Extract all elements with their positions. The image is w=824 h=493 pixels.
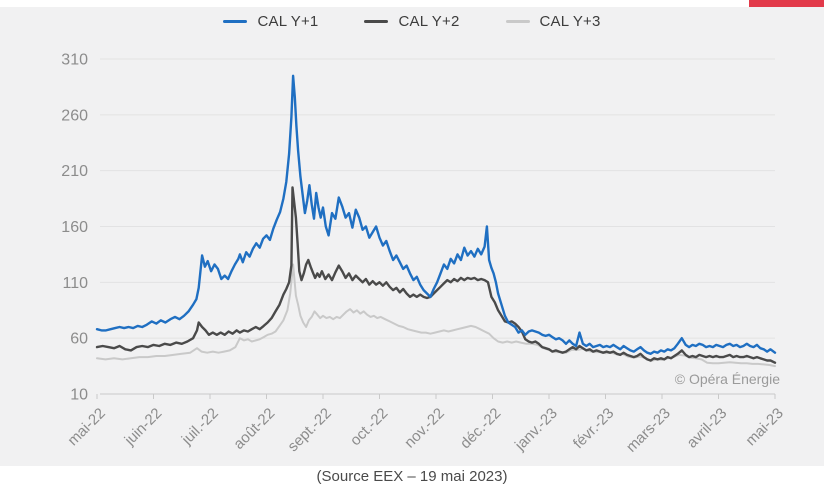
- y-axis-label-210: 210: [61, 163, 88, 180]
- y-axis-label-110: 110: [62, 275, 88, 292]
- legend-label-cal-y3: CAL Y+3: [539, 13, 601, 30]
- x-axis-label-août-22: août-22: [230, 405, 278, 453]
- cal-y1-line-swatch: [223, 20, 248, 23]
- legend-label-cal-y2: CAL Y+2: [398, 13, 460, 30]
- x-axis-label-mai-22: mai-22: [64, 405, 108, 449]
- legend-item-cal-y1[interactable]: CAL Y+1: [223, 13, 318, 30]
- cal-y2-line-swatch: [364, 20, 389, 23]
- chart-panel-background: [0, 7, 824, 466]
- y-axis-label-60: 60: [70, 331, 88, 348]
- x-axis-label-févr.-23: févr.-23: [570, 405, 617, 452]
- chart-legend: CAL Y+1 CAL Y+2 CAL Y+3: [0, 13, 824, 30]
- y-axis-label-10: 10: [70, 387, 88, 404]
- x-axis-label-mars-23: mars-23: [623, 405, 674, 456]
- cal-y3-line-swatch: [505, 20, 530, 23]
- legend-item-cal-y2[interactable]: CAL Y+2: [364, 13, 459, 30]
- legend-item-cal-y3[interactable]: CAL Y+3: [505, 13, 601, 30]
- legend-label-cal-y1: CAL Y+1: [257, 13, 319, 30]
- x-axis-label-juil.-22: juil.-22: [178, 405, 222, 449]
- red-accent-bar: [749, 0, 824, 7]
- series-line-cal-y-1: [95, 74, 777, 355]
- y-axis-label-260: 260: [61, 107, 88, 124]
- x-axis-label-déc.-22: déc.-22: [457, 405, 504, 452]
- price-line-chart: 10 60 110 160 210 260 310 mai-22 juin-22 juil.-22…: [61, 52, 787, 456]
- x-axis-label-juin-22: juin-22: [121, 405, 166, 450]
- x-axis-label-janv.-23: janv.-23: [511, 405, 561, 455]
- y-axis-label-160: 160: [61, 219, 88, 236]
- y-axis-label-310: 310: [61, 52, 88, 69]
- source-caption: (Source EEX – 19 mai 2023): [316, 468, 508, 485]
- x-axis-label-avril-23: avril-23: [684, 405, 731, 452]
- x-axis-label-nov.-22: nov.-22: [401, 405, 448, 452]
- x-axis-label-oct.-22: oct.-22: [347, 405, 391, 449]
- x-axis-label-mai-23: mai-23: [742, 405, 786, 449]
- opera-energie-watermark: © Opéra Énergie: [674, 371, 780, 387]
- x-axis-label-sept.-22: sept.-22: [284, 405, 334, 455]
- series-line-cal-y-2: [95, 186, 777, 364]
